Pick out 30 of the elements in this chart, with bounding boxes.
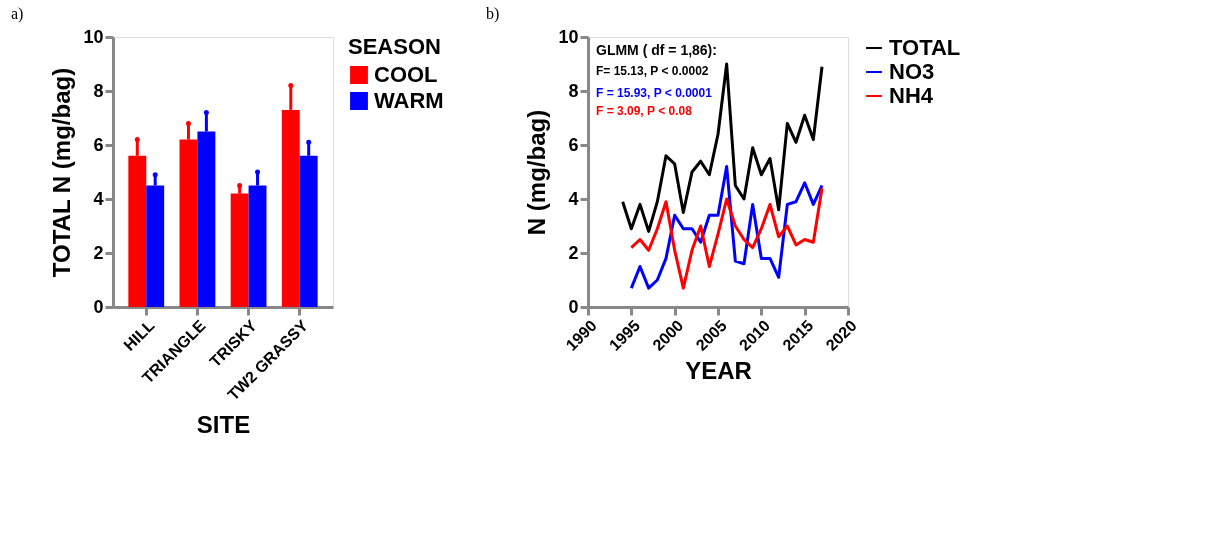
legend-title: SEASON xyxy=(348,34,441,59)
y-tick-label: 2 xyxy=(568,242,579,263)
chart-title: b) xyxy=(485,5,500,23)
annotation: F = 3.09, P < 0.08 xyxy=(596,104,693,118)
annotation: GLMM ( df = 1,86): xyxy=(596,42,717,58)
legend-label: COOL xyxy=(374,62,438,87)
y-tick-label: 6 xyxy=(568,134,579,155)
y-tick-label: 8 xyxy=(93,80,104,101)
y-tick-label: 0 xyxy=(568,296,579,317)
y-tick-label: 10 xyxy=(83,26,104,47)
y-tick-label: 6 xyxy=(93,134,104,155)
y-tick-label: 0 xyxy=(93,296,104,317)
y-tick-label: 4 xyxy=(568,188,579,209)
annotation: F= 15.13, P < 0.0002 xyxy=(596,64,709,78)
x-axis-title: YEAR xyxy=(685,356,752,384)
annotation: F = 15.93, P < 0.0001 xyxy=(596,86,713,100)
line-series xyxy=(629,186,824,290)
legend-label: NH4 xyxy=(889,83,934,108)
line-series xyxy=(629,165,824,290)
legend-label: TOTAL xyxy=(889,35,961,60)
y-axis-title: N (mg/bag) xyxy=(523,109,551,236)
y-tick-label: 8 xyxy=(568,80,579,101)
legend-label: WARM xyxy=(374,88,444,113)
y-tick-label: 4 xyxy=(93,188,104,209)
y-axis-title: TOTAL N (mg/bag) xyxy=(48,67,76,278)
y-tick-label: 2 xyxy=(93,242,104,263)
y-tick-label: 10 xyxy=(558,26,579,47)
x-axis-title: SITE xyxy=(196,410,251,438)
chart-title: a) xyxy=(10,5,24,23)
legend-label: NO3 xyxy=(889,59,935,84)
